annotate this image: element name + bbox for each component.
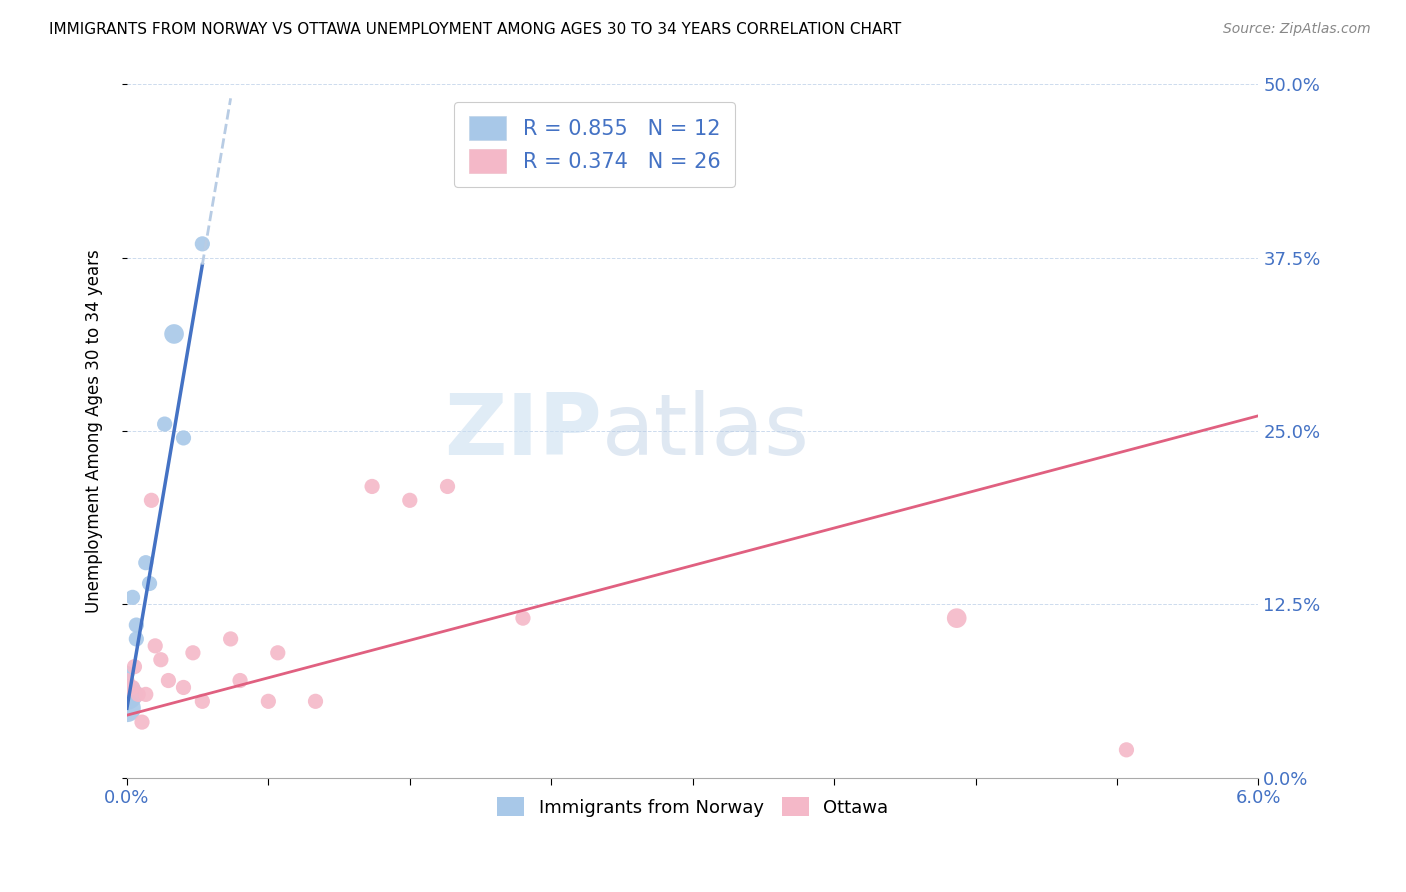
Point — [191, 694, 214, 708]
Point — [229, 673, 252, 688]
Point — [512, 611, 534, 625]
Point — [135, 687, 157, 701]
Point — [361, 479, 384, 493]
Point — [121, 591, 143, 605]
Point — [398, 493, 420, 508]
Legend: Immigrants from Norway, Ottawa: Immigrants from Norway, Ottawa — [489, 790, 896, 824]
Point — [1115, 743, 1137, 757]
Point — [181, 646, 204, 660]
Point — [191, 236, 214, 251]
Point — [267, 646, 290, 660]
Point — [135, 556, 157, 570]
Point — [173, 681, 195, 695]
Point — [131, 715, 153, 730]
Point — [945, 611, 967, 625]
Text: atlas: atlas — [602, 390, 810, 473]
Point — [173, 431, 195, 445]
Point — [115, 681, 138, 695]
Point — [121, 681, 143, 695]
Point — [304, 694, 326, 708]
Point — [257, 694, 280, 708]
Point — [115, 666, 138, 681]
Point — [115, 673, 138, 688]
Point — [115, 701, 138, 715]
Point — [115, 687, 138, 701]
Point — [138, 576, 160, 591]
Point — [125, 632, 148, 646]
Point — [143, 639, 166, 653]
Point — [153, 417, 176, 431]
Point — [127, 687, 149, 701]
Point — [219, 632, 242, 646]
Text: Source: ZipAtlas.com: Source: ZipAtlas.com — [1223, 22, 1371, 37]
Point — [124, 659, 146, 673]
Text: ZIP: ZIP — [444, 390, 602, 473]
Point — [141, 493, 163, 508]
Point — [163, 326, 186, 341]
Y-axis label: Unemployment Among Ages 30 to 34 years: Unemployment Among Ages 30 to 34 years — [86, 249, 103, 613]
Point — [436, 479, 458, 493]
Point — [149, 653, 172, 667]
Point — [157, 673, 180, 688]
Point — [125, 618, 148, 632]
Point — [456, 146, 478, 161]
Text: IMMIGRANTS FROM NORWAY VS OTTAWA UNEMPLOYMENT AMONG AGES 30 TO 34 YEARS CORRELAT: IMMIGRANTS FROM NORWAY VS OTTAWA UNEMPLO… — [49, 22, 901, 37]
